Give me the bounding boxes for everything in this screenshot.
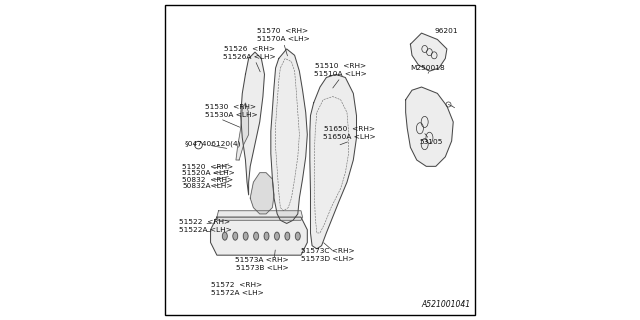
Ellipse shape <box>264 232 269 240</box>
Polygon shape <box>236 103 248 160</box>
Polygon shape <box>310 74 356 249</box>
Text: 51570  <RH>
51570A <LH>: 51570 <RH> 51570A <LH> <box>257 28 309 42</box>
Ellipse shape <box>275 232 279 240</box>
Text: 51650  <RH>
51650A <LH>: 51650 <RH> 51650A <LH> <box>323 126 376 140</box>
Text: 51572  <RH>
51572A <LH>: 51572 <RH> 51572A <LH> <box>211 283 263 296</box>
Text: 51573A <RH>
51573B <LH>: 51573A <RH> 51573B <LH> <box>236 257 289 271</box>
Ellipse shape <box>296 232 300 240</box>
Text: §047406120(4): §047406120(4) <box>184 141 241 148</box>
Polygon shape <box>271 49 307 223</box>
Ellipse shape <box>285 232 290 240</box>
Ellipse shape <box>233 232 237 240</box>
Text: A521001041: A521001041 <box>422 300 470 309</box>
Text: 51526  <RH>
51526A <LH>: 51526 <RH> 51526A <LH> <box>223 46 276 60</box>
Text: 51522A <LH>: 51522A <LH> <box>179 227 232 233</box>
Polygon shape <box>211 217 307 255</box>
Text: 50832  <RH>: 50832 <RH> <box>182 177 233 183</box>
Text: M250018: M250018 <box>410 65 445 71</box>
Polygon shape <box>406 87 453 166</box>
Text: 51573C <RH>
51573D <LH>: 51573C <RH> 51573D <LH> <box>301 248 355 262</box>
Text: 51520A <LH>: 51520A <LH> <box>182 170 235 176</box>
Text: 51522  <RH>: 51522 <RH> <box>179 219 230 225</box>
Polygon shape <box>217 211 303 220</box>
Text: 96201: 96201 <box>435 28 458 34</box>
Text: 51510  <RH>
51510A <LH>: 51510 <RH> 51510A <LH> <box>314 63 367 76</box>
Text: 50832A<LH>: 50832A<LH> <box>182 183 232 189</box>
Text: 51520  <RH>: 51520 <RH> <box>182 164 233 170</box>
Ellipse shape <box>223 232 227 240</box>
Ellipse shape <box>253 232 259 240</box>
Polygon shape <box>250 173 274 214</box>
Ellipse shape <box>243 232 248 240</box>
Text: 51530  <RH>
51530A <LH>: 51530 <RH> 51530A <LH> <box>205 104 258 118</box>
Polygon shape <box>410 33 447 71</box>
Polygon shape <box>241 52 264 195</box>
Text: 53105: 53105 <box>419 139 443 145</box>
